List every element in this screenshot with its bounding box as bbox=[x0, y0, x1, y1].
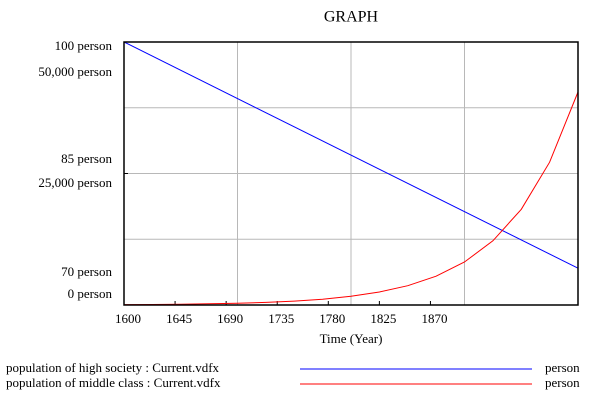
x-tick-label: 1825 bbox=[370, 311, 396, 326]
y2-tick-label: 0 person bbox=[68, 286, 113, 301]
y-tick-label: 100 person bbox=[55, 38, 113, 53]
x-tick-label: 1735 bbox=[268, 311, 294, 326]
chart-title: GRAPH bbox=[324, 9, 379, 26]
x-tick-label: 1780 bbox=[319, 311, 345, 326]
legend-label: population of high society : Current.vdf… bbox=[6, 360, 220, 375]
x-axis-label: Time (Year) bbox=[320, 331, 383, 346]
legend-unit: person bbox=[545, 375, 580, 390]
x-tick-label: 1645 bbox=[166, 311, 192, 326]
y2-tick-label: 25,000 person bbox=[38, 175, 112, 190]
x-tick-label: 1690 bbox=[217, 311, 243, 326]
x-tick-label: 1870 bbox=[421, 311, 447, 326]
series-line bbox=[123, 91, 579, 306]
plot-frame bbox=[123, 41, 579, 306]
y-tick-label: 85 person bbox=[61, 151, 112, 166]
legend-unit: person bbox=[545, 360, 580, 375]
x-tick-label: 1600 bbox=[115, 311, 141, 326]
y2-tick-label: 50,000 person bbox=[38, 64, 112, 79]
legend-label: population of middle class : Current.vdf… bbox=[6, 375, 221, 390]
y-tick-label: 70 person bbox=[61, 264, 112, 279]
